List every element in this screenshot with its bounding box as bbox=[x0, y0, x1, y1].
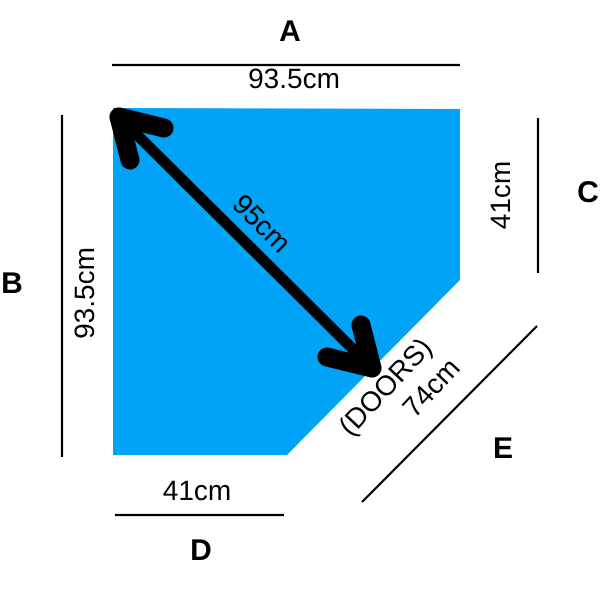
svg-text:41cm: 41cm bbox=[485, 161, 516, 229]
svg-text:D: D bbox=[190, 534, 212, 567]
svg-text:41cm: 41cm bbox=[163, 475, 231, 506]
svg-text:93.5cm: 93.5cm bbox=[248, 63, 340, 94]
svg-text:B: B bbox=[1, 267, 23, 300]
svg-text:C: C bbox=[577, 176, 599, 209]
svg-text:93.5cm: 93.5cm bbox=[69, 247, 100, 339]
svg-text:E: E bbox=[493, 432, 513, 465]
svg-text:A: A bbox=[279, 15, 301, 48]
